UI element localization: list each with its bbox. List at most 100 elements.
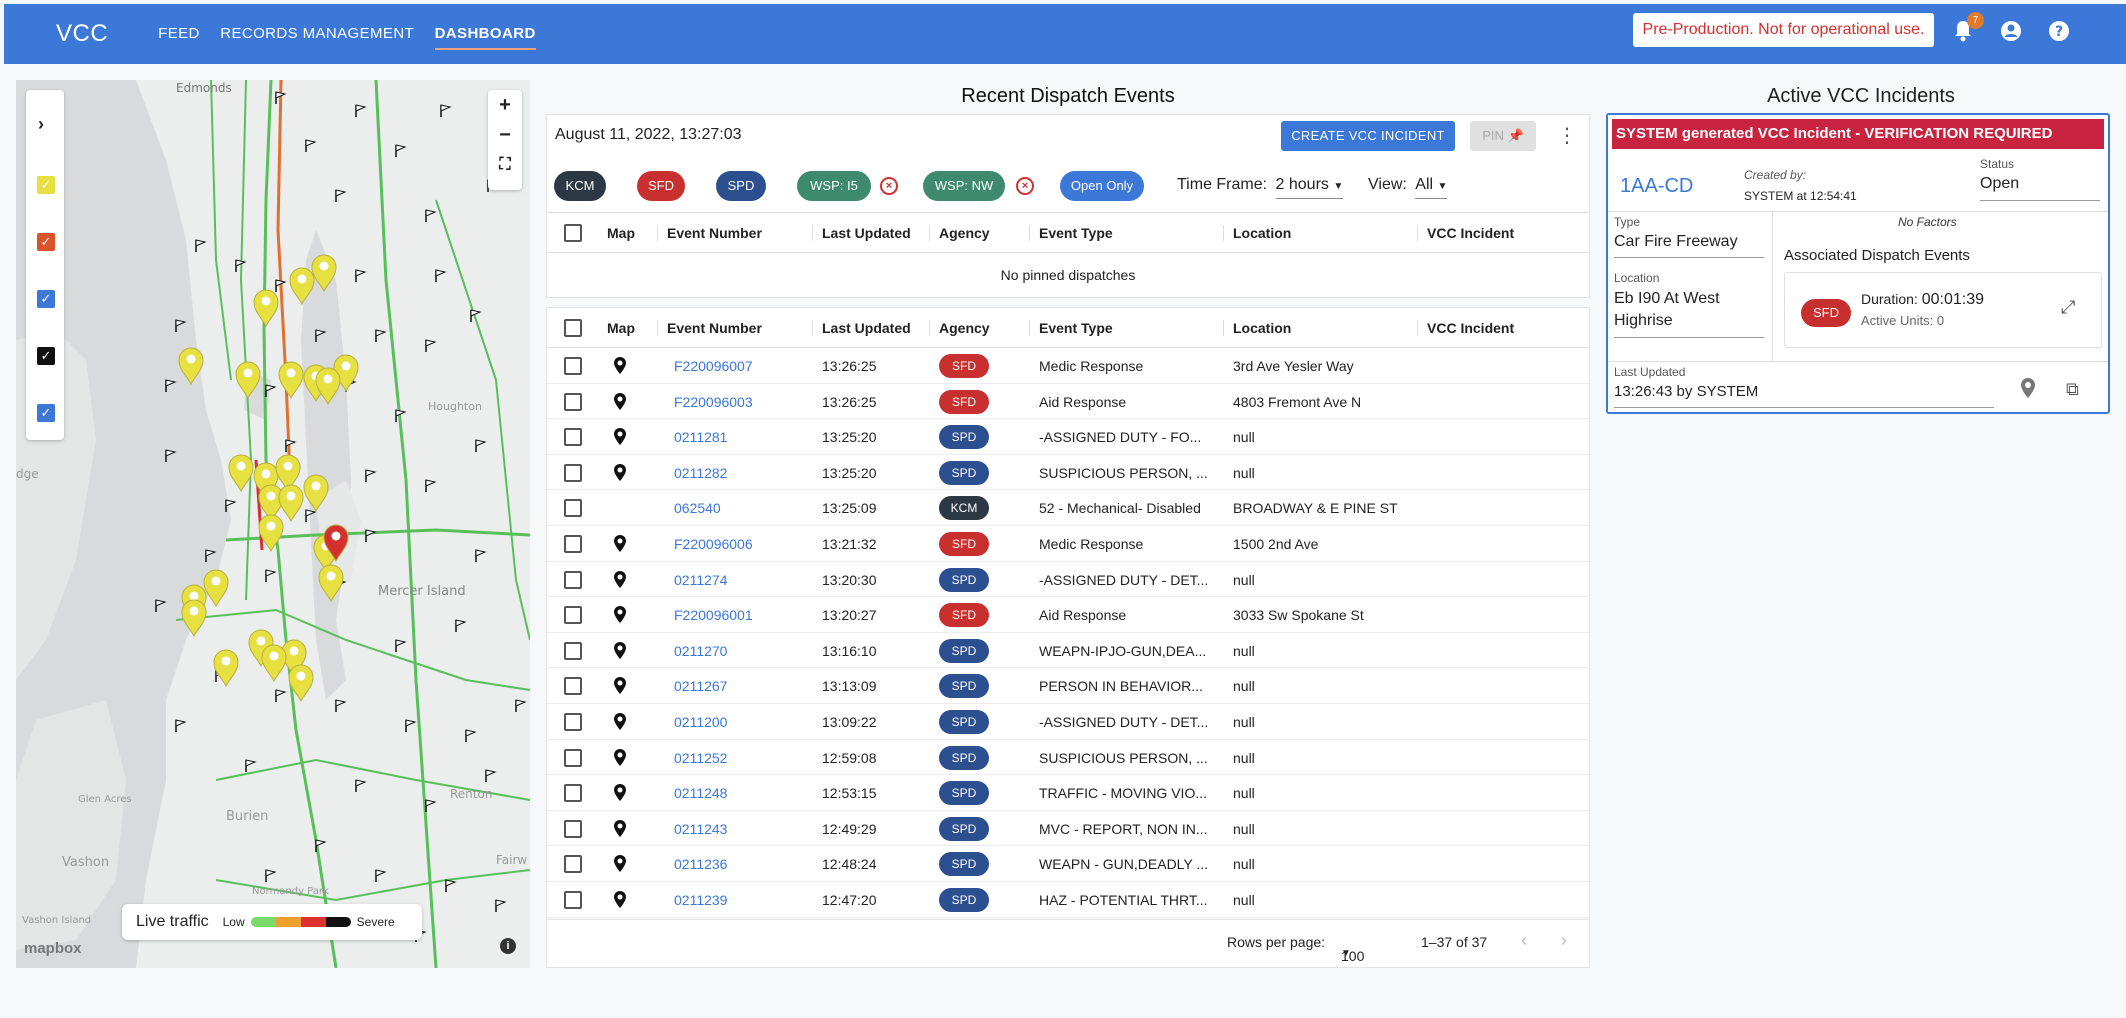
dispatch-pin-icon[interactable] [228,454,254,493]
fullscreen-icon[interactable]: ⛶ [499,156,511,173]
dispatch-pin-icon[interactable] [278,484,304,523]
incident-flag-icon[interactable] [455,619,467,632]
row-checkbox[interactable] [564,890,582,909]
incident-flag-icon[interactable] [495,899,507,912]
row-checkbox[interactable] [564,534,582,553]
event-number-link[interactable]: 0211267 [674,678,728,695]
col-event-number[interactable]: Event Number [667,320,762,336]
layer-checkbox-black[interactable]: ✓ [37,347,55,365]
incident-flag-icon[interactable] [395,409,407,422]
chevron-right-icon[interactable]: › [38,114,44,134]
col-event-type[interactable]: Event Type [1039,320,1113,336]
dispatch-pin-icon[interactable] [303,474,329,513]
incident-flag-icon[interactable] [355,779,367,792]
event-number-link[interactable]: F220096003 [674,393,753,410]
row-checkbox[interactable] [564,606,582,625]
incident-flag-icon[interactable] [175,319,187,332]
incident-flag-icon[interactable] [365,469,377,482]
select-all-pinned-checkbox[interactable] [564,224,582,242]
map-pin-icon[interactable] [613,712,627,734]
table-row[interactable]: F220096007 13:26:25 SFD Medic Response 3rd A… [547,348,1589,384]
incident-flag-icon[interactable] [305,139,317,152]
row-checkbox[interactable] [564,784,582,803]
dispatch-pin-icon[interactable] [235,361,261,400]
event-number-link[interactable]: 062540 [674,500,721,517]
incident-flag-icon[interactable] [165,449,177,462]
row-checkbox[interactable] [564,641,582,660]
incident-flag-icon[interactable] [315,329,327,342]
map-pin-icon[interactable] [613,427,627,449]
row-checkbox[interactable] [564,499,582,518]
incident-flag-icon[interactable] [335,189,347,202]
chip-spd[interactable]: SPD [716,171,766,201]
col-last-updated[interactable]: Last Updated [822,225,911,241]
col-agency[interactable]: Agency [939,225,990,241]
table-row[interactable]: 062540 13:25:09 KCM 52 - Mechanical- Disabl… [547,490,1589,526]
incident-flag-icon[interactable] [355,269,367,282]
row-checkbox[interactable] [564,570,582,589]
incident-flag-icon[interactable] [475,439,487,452]
time-frame-filter[interactable]: Time Frame: 2 hours ▼ [1177,176,1344,199]
dispatch-pin-icon[interactable] [253,289,279,328]
incident-flag-icon[interactable] [245,759,257,772]
account-icon[interactable] [1998,18,2024,44]
incident-flag-icon[interactable] [265,869,277,882]
dispatch-pin-icon[interactable] [203,569,229,608]
zoom-out-button[interactable]: − [499,124,511,146]
incident-flag-icon[interactable] [425,479,437,492]
incident-flag-icon[interactable] [275,689,287,702]
incident-card[interactable]: SYSTEM generated VCC Incident - VERIFICA… [1606,113,2110,414]
layer-checkbox-red[interactable]: ✓ [37,233,55,251]
selected-incident-pin-icon[interactable] [323,524,349,563]
zoom-in-button[interactable]: + [499,94,511,116]
incident-flag-icon[interactable] [405,719,417,732]
row-checkbox[interactable] [564,855,582,874]
row-checkbox[interactable] [564,819,582,838]
map-pin-icon[interactable] [613,463,627,485]
event-number-link[interactable]: 0211282 [674,464,728,481]
table-row[interactable]: 0211243 12:49:29 SPD MVC - REPORT, NON IN..… [547,811,1589,847]
table-row[interactable]: 0211274 13:20:30 SPD -ASSIGNED DUTY - DET..… [547,562,1589,598]
time-frame-select[interactable]: 2 hours ▼ [1275,176,1344,199]
dispatch-pin-icon[interactable] [318,564,344,603]
view-select[interactable]: All ▼ [1415,176,1448,199]
row-checkbox[interactable] [564,748,582,767]
row-checkbox[interactable] [564,677,582,696]
dispatch-pin-icon[interactable] [275,454,301,493]
event-number-link[interactable]: 0211248 [674,785,728,802]
select-all-events-checkbox[interactable] [564,319,582,337]
chip-sfd[interactable]: SFD [637,171,685,201]
map-pin-icon[interactable] [613,783,627,805]
map-panel[interactable]: Edmonds Houghton Mercer Island Renton Bu… [16,80,530,968]
event-number-link[interactable]: F220096006 [674,535,753,552]
col-location[interactable]: Location [1233,320,1292,336]
dispatch-pin-icon[interactable] [258,514,284,553]
incident-flag-icon[interactable] [425,799,437,812]
dispatch-pin-icon[interactable] [311,254,337,293]
table-row[interactable]: 0211270 13:16:10 SPD WEAPN-IPJO-GUN,DEA... n… [547,633,1589,669]
incident-flag-icon[interactable] [265,384,277,397]
incident-flag-icon[interactable] [515,699,527,712]
incident-flag-icon[interactable] [425,339,437,352]
incident-flag-icon[interactable] [315,839,327,852]
incident-flag-icon[interactable] [395,639,407,652]
event-number-link[interactable]: F220096001 [674,607,753,624]
col-vcc-incident[interactable]: VCC Incident [1427,225,1515,241]
expand-icon[interactable]: ⤢ [2061,297,2076,317]
dispatch-pin-icon[interactable] [278,361,304,400]
row-checkbox[interactable] [564,463,582,482]
incident-flag-icon[interactable] [205,549,217,562]
table-row[interactable]: 0211239 12:47:20 SPD HAZ - POTENTIAL THRT..… [547,882,1589,918]
info-icon[interactable]: i [500,938,516,954]
incident-flag-icon[interactable] [355,104,367,117]
map-pin-icon[interactable] [613,605,627,627]
row-checkbox[interactable] [564,392,582,411]
map-pin-icon[interactable] [613,392,627,414]
incident-flag-icon[interactable] [435,269,447,282]
table-row[interactable]: 0211252 12:59:08 SPD SUSPICIOUS PERSON, ...… [547,740,1589,776]
status-value[interactable]: Open [1980,175,2020,192]
chip-wsp-nw[interactable]: WSP: NW [923,171,1005,201]
view-filter[interactable]: View: All ▼ [1368,176,1448,199]
event-number-link[interactable]: 0211200 [674,713,728,730]
incident-flag-icon[interactable] [175,719,187,732]
